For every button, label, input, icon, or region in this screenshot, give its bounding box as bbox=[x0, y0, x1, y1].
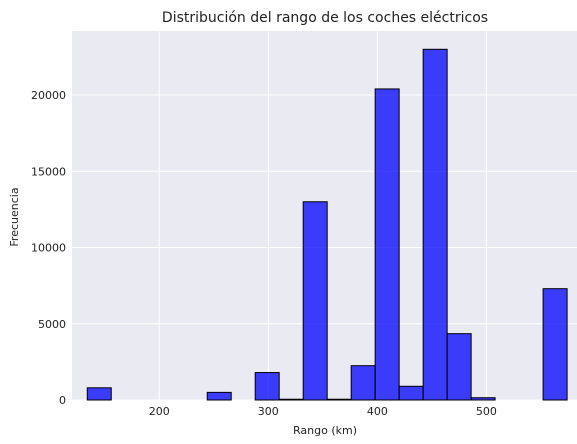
histogram-bar bbox=[542, 288, 568, 401]
chart-title: Distribución del rango de los coches elé… bbox=[162, 10, 488, 26]
y-tick-label: 5000 bbox=[38, 318, 66, 331]
histogram-bar bbox=[446, 333, 472, 401]
x-tick-label: 200 bbox=[149, 405, 170, 418]
histogram-bar bbox=[470, 397, 496, 401]
y-tick-label: 0 bbox=[59, 394, 66, 407]
histogram-bar bbox=[374, 88, 400, 401]
x-axis-label: Rango (km) bbox=[293, 424, 357, 437]
histogram-bar bbox=[278, 398, 304, 401]
y-tick-label: 15000 bbox=[31, 165, 66, 178]
x-tick-label: 400 bbox=[367, 405, 388, 418]
histogram-bar bbox=[86, 387, 112, 401]
histogram-bar bbox=[350, 365, 376, 401]
histogram-bar bbox=[206, 391, 232, 401]
histogram-bar bbox=[326, 398, 352, 401]
histogram-bar bbox=[398, 385, 424, 401]
histogram-bar bbox=[302, 201, 328, 401]
y-tick-label: 10000 bbox=[31, 242, 66, 255]
histogram-bar bbox=[254, 372, 280, 401]
x-tick-label: 500 bbox=[476, 405, 497, 418]
y-tick-label: 20000 bbox=[31, 89, 66, 102]
y-axis-label: Frecuencia bbox=[8, 187, 21, 246]
histogram-bar bbox=[422, 48, 448, 401]
x-tick-label: 300 bbox=[258, 405, 279, 418]
